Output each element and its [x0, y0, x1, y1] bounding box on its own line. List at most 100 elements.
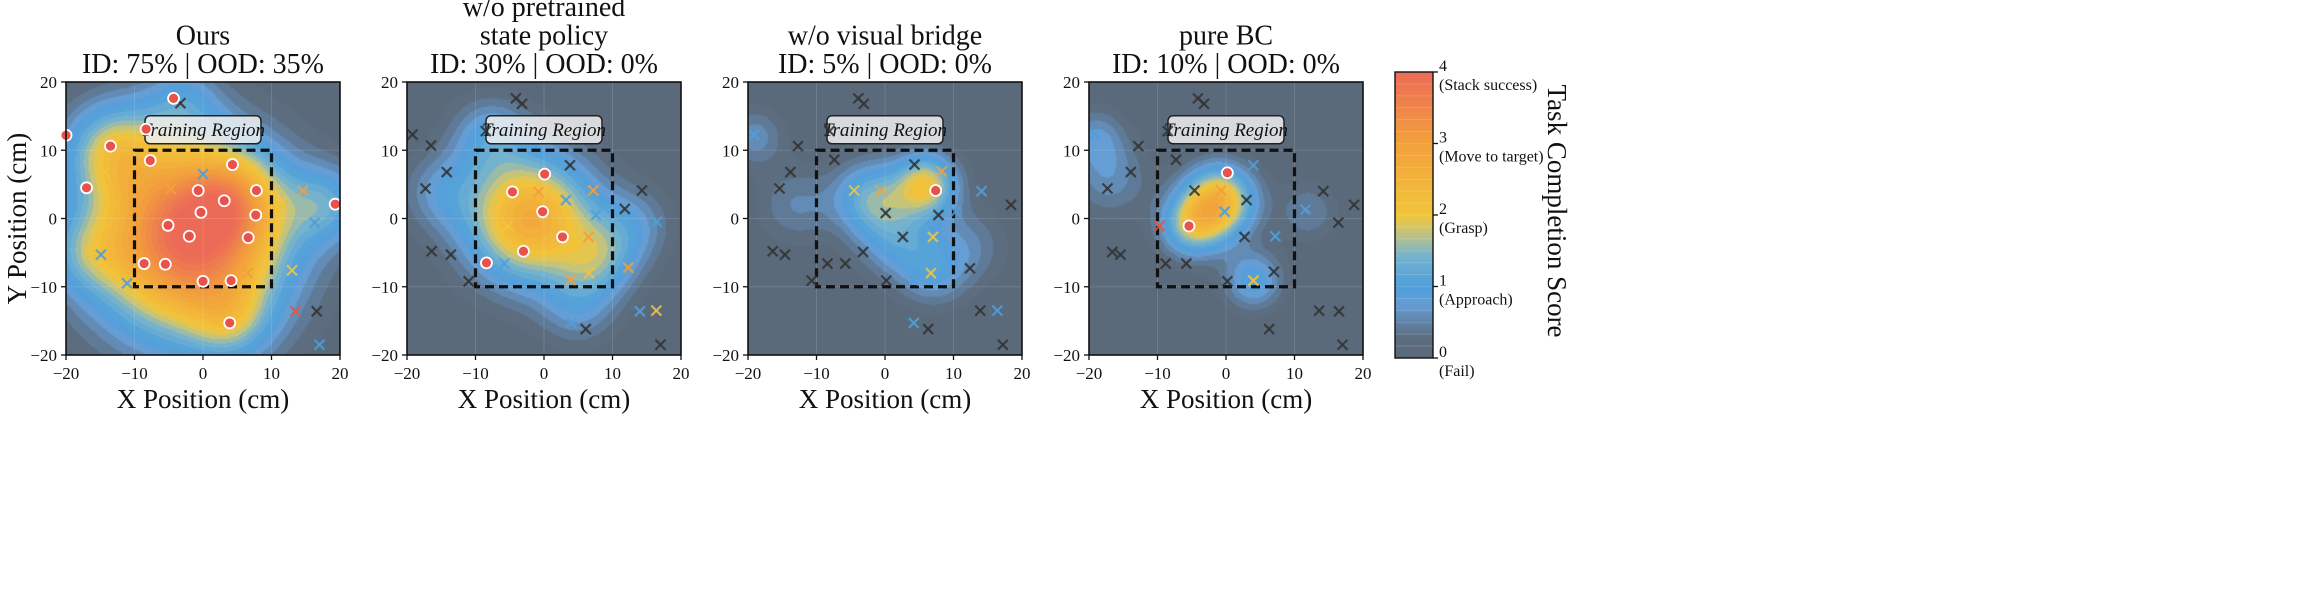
- failure-marker: [241, 267, 254, 279]
- success-marker: [1220, 166, 1234, 180]
- colorbar-tick-text: (Stack success): [1439, 77, 1537, 94]
- failure-marker-stroke: [922, 323, 934, 335]
- failure-marker: [907, 317, 920, 329]
- x-tick-label: 20: [332, 364, 349, 383]
- failure-marker: [975, 185, 988, 197]
- x-tick-label: 10: [604, 364, 621, 383]
- failure-marker: [406, 128, 419, 141]
- chart-title-line: ID: 5% | OOD: 0%: [778, 49, 992, 80]
- failure-marker: [1180, 257, 1193, 270]
- failure-marker-stroke: [1125, 166, 1137, 178]
- failure-marker-stroke: [289, 305, 302, 318]
- failure-marker: [1215, 184, 1227, 197]
- x-tick-label: −10: [1144, 364, 1171, 383]
- x-tick-label: 10: [1286, 364, 1303, 383]
- failure-marker-stroke: [1299, 203, 1312, 216]
- training-region-label: Training Region: [482, 120, 606, 141]
- failure-marker-stroke: [852, 92, 865, 105]
- failure-marker-stroke: [1180, 257, 1193, 270]
- training-region-box: [1155, 148, 1297, 289]
- failure-marker-stroke: [590, 209, 602, 221]
- failure-marker-stroke: [907, 274, 920, 287]
- failure-marker-stroke: [98, 166, 111, 178]
- failure-marker: [964, 262, 976, 275]
- y-tick-label: −20: [30, 346, 57, 365]
- failure-marker-stroke: [1198, 98, 1210, 110]
- x-tick-label: −10: [462, 364, 489, 383]
- failure-marker: [564, 159, 576, 172]
- failure-marker: [857, 246, 869, 258]
- failure-marker: [289, 305, 302, 318]
- failure-marker-stroke: [823, 125, 836, 137]
- failure-marker: [560, 194, 572, 206]
- success-marker: [536, 205, 550, 219]
- failure-marker-stroke: [1114, 248, 1127, 261]
- failure-marker-stroke: [932, 209, 945, 221]
- failure-marker: [839, 257, 852, 270]
- failure-marker: [587, 184, 600, 197]
- success-marker: [158, 257, 172, 271]
- failure-marker-stroke: [1159, 257, 1172, 270]
- chart-title-line: state policy: [480, 21, 608, 52]
- failure-marker: [308, 216, 321, 229]
- failure-marker-stroke: [1247, 159, 1260, 172]
- failure-marker-stroke: [121, 277, 133, 290]
- failure-marker-stroke: [897, 231, 909, 243]
- failure-marker-stroke: [1268, 265, 1280, 278]
- failure-marker-stroke: [275, 197, 288, 209]
- success-marker: [139, 122, 153, 136]
- failure-marker-stroke: [479, 125, 492, 137]
- failure-marker-stroke: [1317, 185, 1330, 197]
- failure-marker-stroke: [82, 246, 95, 259]
- x-tick-label: −20: [394, 364, 421, 383]
- failure-marker: [823, 125, 836, 137]
- failure-marker: [1247, 159, 1260, 172]
- success-marker: [104, 139, 117, 153]
- failure-marker: [634, 305, 646, 318]
- failure-marker: [949, 205, 962, 218]
- failure-marker: [848, 184, 860, 197]
- failure-marker: [636, 184, 648, 197]
- failure-marker: [821, 257, 834, 270]
- failure-marker-stroke: [654, 338, 667, 351]
- failure-marker-stroke: [997, 338, 1009, 351]
- failure-marker-stroke: [1089, 128, 1101, 141]
- failure-marker: [773, 182, 786, 195]
- failure-marker-stroke: [779, 248, 791, 261]
- failure-marker: [580, 323, 592, 335]
- failure-marker: [1125, 166, 1137, 178]
- colorbar-tick-text: (Fail): [1439, 363, 1475, 380]
- x-tick-label: 20: [1014, 364, 1031, 383]
- y-tick-label: 20: [40, 73, 57, 92]
- failure-marker-stroke: [927, 231, 939, 243]
- chart-panel-3: Training Region −20 −10 0 10 20 20 10 0 −10 −20 X P…: [712, 21, 1030, 415]
- failure-marker: [1348, 199, 1360, 211]
- colorbar-tick-value: 4: [1439, 58, 1447, 75]
- failure-marker: [1263, 323, 1275, 335]
- y-tick-label: −10: [371, 278, 398, 297]
- failure-marker-stroke: [839, 257, 852, 270]
- chart-title-line: ID: 75% | OOD: 35%: [82, 49, 324, 80]
- failure-marker-stroke: [564, 274, 577, 286]
- failure-marker-stroke: [501, 220, 514, 232]
- failure-marker-stroke: [650, 304, 663, 317]
- x-axis-label: X Position (cm): [1140, 384, 1313, 414]
- failure-marker: [784, 166, 797, 178]
- x-tick-label: 10: [945, 364, 962, 383]
- failure-marker: [197, 168, 209, 180]
- failure-marker: [1101, 182, 1114, 195]
- failure-marker-stroke: [564, 159, 576, 172]
- failure-marker: [425, 139, 437, 152]
- failure-marker: [498, 257, 511, 270]
- failure-marker-stroke: [925, 267, 937, 279]
- x-tick-label: 0: [881, 364, 890, 383]
- success-marker: [217, 194, 231, 208]
- failure-marker: [462, 275, 475, 288]
- success-marker: [249, 208, 263, 222]
- y-tick-label: −10: [1053, 278, 1080, 297]
- success-marker: [167, 91, 180, 105]
- failure-marker-stroke: [875, 184, 887, 197]
- failure-marker-stroke: [848, 184, 860, 197]
- failure-marker: [619, 203, 631, 215]
